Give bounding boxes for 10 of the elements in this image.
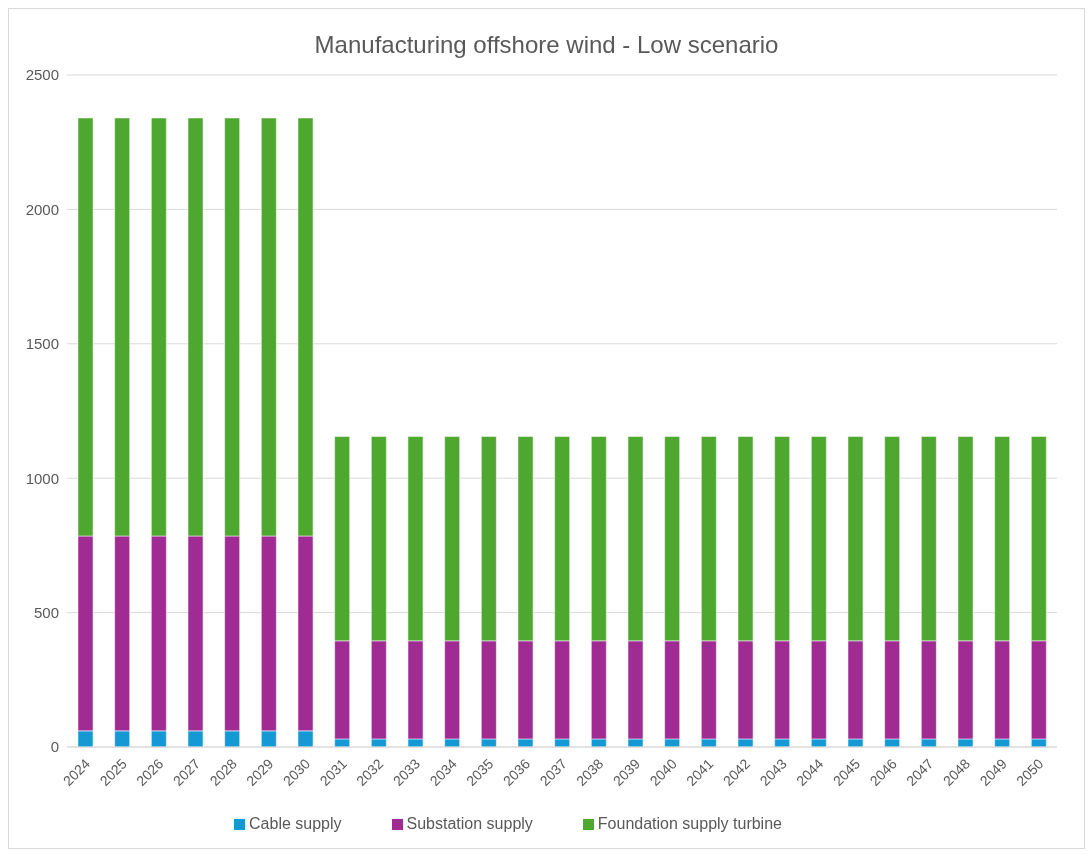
legend-label: Cable supply bbox=[249, 815, 342, 832]
chart-title: Manufacturing offshore wind - Low scenario bbox=[313, 31, 780, 60]
y-tick-label: 1500 bbox=[25, 335, 59, 353]
y-tick-label: 500 bbox=[33, 603, 59, 621]
y-tick-label: 2000 bbox=[25, 200, 59, 218]
y-tick-label: 2500 bbox=[25, 66, 59, 84]
legend-label: Substation supply bbox=[406, 815, 533, 832]
legend-label: Foundation supply turbine bbox=[597, 815, 782, 832]
y-tick-label: 1000 bbox=[25, 469, 59, 487]
y-tick-label: 0 bbox=[50, 738, 59, 756]
